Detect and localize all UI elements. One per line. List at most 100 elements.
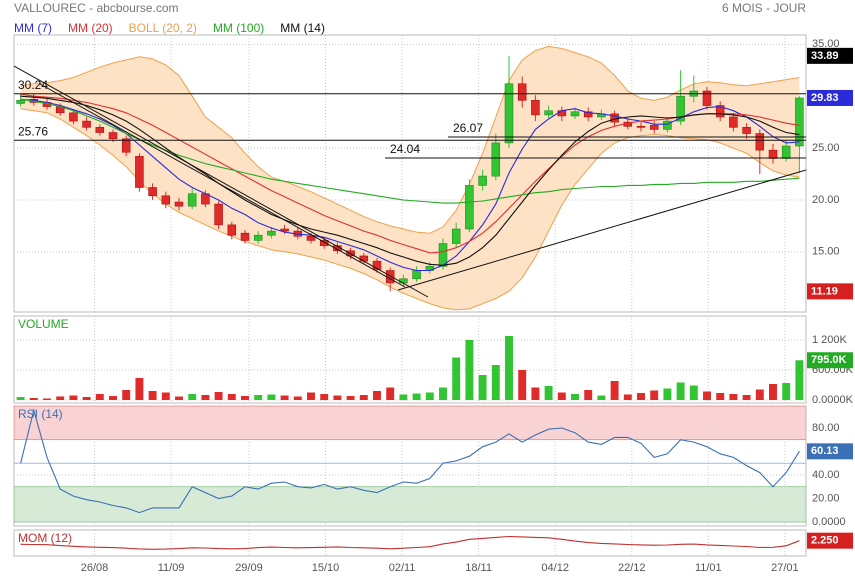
- last-value-box: [807, 89, 853, 106]
- trend-lines: [14, 65, 806, 298]
- candle-body: [319, 240, 329, 246]
- panel-title: VOLUME: [18, 317, 69, 331]
- x-tick-label: 29/09: [235, 562, 263, 574]
- volume-bar: [386, 387, 395, 400]
- volume-bar: [135, 378, 144, 400]
- volume-bar: [267, 394, 276, 400]
- panel-frame: [13, 315, 807, 404]
- candle-body: [636, 125, 646, 128]
- candle-body: [412, 270, 421, 280]
- volume-bar: [161, 392, 170, 400]
- trend-line: [14, 65, 429, 298]
- volume-bar: [769, 384, 777, 400]
- y-tick-label: 25.00: [812, 142, 840, 154]
- candle-body: [702, 90, 712, 106]
- x-tick-label: 11/01: [695, 562, 722, 574]
- volume-bar: [201, 395, 210, 400]
- volume-bar: [148, 391, 157, 400]
- volume-bar: [729, 394, 738, 400]
- volume-bar: [531, 387, 540, 400]
- candle-body: [161, 195, 171, 205]
- candle-body: [135, 156, 144, 188]
- volume-bar: [439, 387, 447, 400]
- candle-body: [108, 132, 118, 140]
- moving-average: [20, 98, 800, 204]
- candle-body: [16, 100, 25, 104]
- volume-bar: [346, 396, 355, 400]
- last-value-box: [807, 532, 853, 549]
- volume-bar: [425, 392, 434, 400]
- trend-line: [397, 169, 806, 291]
- volume-bar: [122, 390, 131, 400]
- volume-bar: [56, 396, 65, 400]
- volume-bar: [544, 386, 553, 400]
- legend-entry: BOLL (20, 2): [129, 21, 197, 35]
- volume-bar: [16, 397, 25, 400]
- oversold-zone: [14, 486, 806, 523]
- candle-body: [531, 100, 540, 116]
- volume-bar: [399, 394, 408, 400]
- panels: 15.00 20.00 25.00 35.00 MM (7) MM (20) BOLL (2…: [13, 21, 854, 574]
- candle-body: [438, 243, 448, 267]
- candle-body: [781, 145, 791, 159]
- volume-bar: [491, 365, 500, 400]
- volume-bar: [307, 392, 315, 400]
- candle-body: [280, 228, 289, 232]
- candle-body: [715, 105, 725, 118]
- candle-body: [306, 235, 316, 241]
- y-tick-label: 20.00: [812, 492, 840, 504]
- volume-bar: [650, 390, 659, 400]
- candle-body: [557, 110, 567, 117]
- candle-body: [148, 187, 157, 197]
- last-value-box: [807, 283, 853, 300]
- candle-body: [504, 83, 514, 144]
- plot-area: [20, 530, 800, 556]
- volume-bar: [689, 385, 698, 400]
- moving-average: [20, 93, 800, 254]
- candle-body: [663, 120, 672, 130]
- support-label: 30.24: [18, 78, 48, 92]
- candle-body: [517, 83, 527, 101]
- volume-bar: [571, 394, 579, 400]
- trend-line: [39, 83, 406, 288]
- volume-bar: [505, 336, 513, 400]
- candle-body: [267, 230, 276, 236]
- volume-bar: [755, 389, 764, 400]
- candle-body: [465, 185, 474, 230]
- volume-bar: [175, 396, 183, 400]
- candle-body: [570, 111, 580, 117]
- legend-entry: MM (20): [68, 21, 113, 35]
- panel-title: MOM (12): [18, 531, 72, 545]
- volume-bar: [465, 340, 474, 400]
- candle-body: [676, 95, 685, 122]
- x-tick-label: 02/11: [389, 562, 416, 574]
- volume-bar: [29, 398, 38, 400]
- volume-bar: [109, 396, 117, 400]
- panel-title: RSI (14): [18, 407, 63, 421]
- volume-bar: [795, 360, 804, 400]
- candle-body: [742, 127, 751, 134]
- candle-body: [544, 110, 553, 116]
- volume-bar: [320, 394, 329, 400]
- candle-body: [478, 175, 487, 186]
- volume-bar: [637, 393, 645, 400]
- candle-body: [187, 193, 197, 207]
- plot-area: [14, 406, 806, 526]
- plot-area: [14, 316, 806, 403]
- candle-body: [227, 224, 237, 236]
- legend-entry: MM (100): [213, 21, 264, 35]
- last-value-box: [807, 47, 853, 64]
- plot-area: [14, 35, 806, 312]
- candle-body: [372, 260, 382, 270]
- candle-body: [795, 97, 804, 147]
- indicator-line: [20, 535, 800, 550]
- support-label: 26.07: [453, 121, 483, 135]
- y-tick-label: 1 200K: [812, 334, 848, 346]
- volume-bar: [610, 381, 619, 400]
- volume-bar: [188, 394, 197, 400]
- panel-frame: [13, 529, 807, 557]
- volume-bar: [518, 370, 527, 400]
- volume-bar: [742, 395, 751, 400]
- volume-bar: [293, 396, 302, 400]
